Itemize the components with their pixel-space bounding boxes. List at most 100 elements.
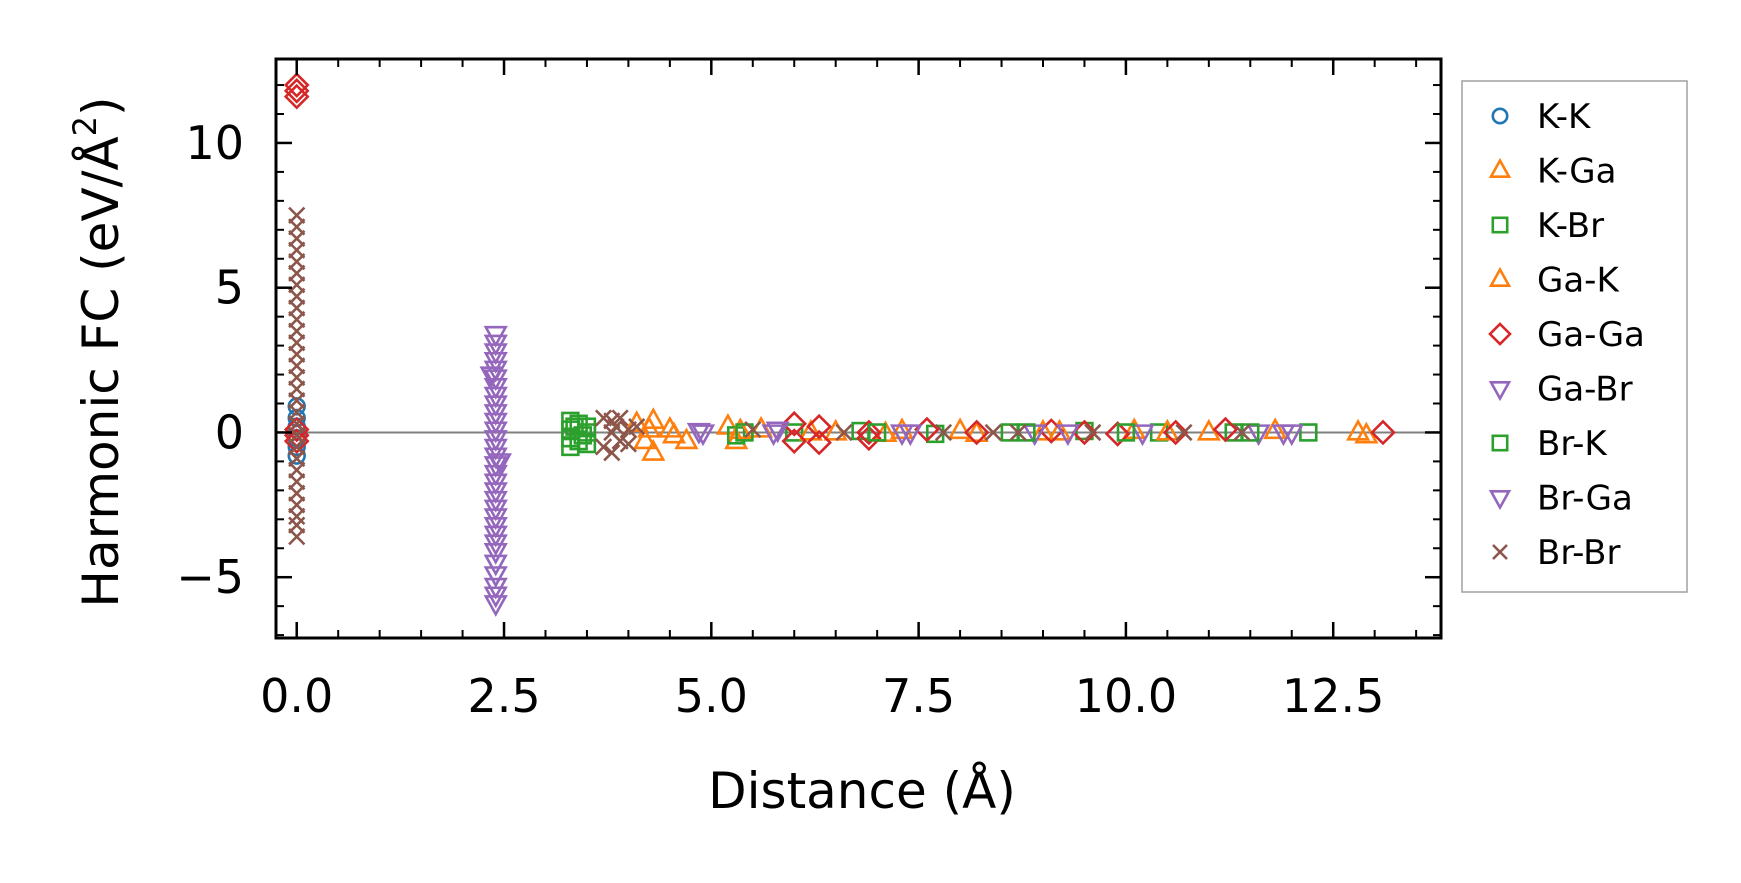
- data-point: [686, 422, 711, 445]
- data-point: [483, 543, 508, 565]
- data-point: [1116, 423, 1136, 442]
- series-ga-br: [483, 325, 1304, 617]
- data-point: [806, 413, 832, 440]
- series-ga-ga: [283, 72, 1396, 456]
- data-point: [619, 435, 638, 453]
- data-point: [947, 417, 973, 440]
- data-point: [632, 427, 658, 450]
- y-tick-label: 5: [215, 261, 244, 315]
- data-point: [856, 425, 882, 452]
- data-point: [1047, 418, 1072, 441]
- data-point: [785, 423, 804, 442]
- data-point: [628, 418, 646, 436]
- x-tick-label: 0.0: [260, 669, 333, 723]
- series-br-br: [288, 206, 1251, 546]
- legend: K-K K-Ga K-Br Ga-K Ga-Ga Ga-Br Br-K Br-Ga Br-Br: [1461, 80, 1688, 593]
- data-point: [611, 409, 629, 427]
- x-tick-label: 5.0: [675, 669, 748, 723]
- y-tick-label: 0: [215, 405, 244, 459]
- data-point: [661, 421, 687, 444]
- data-point: [1271, 424, 1296, 447]
- data-point: [1162, 419, 1189, 446]
- data-point: [1370, 419, 1396, 446]
- legend-entry-ga-ga: Ga-Ga: [1488, 315, 1645, 355]
- data-point: [603, 444, 621, 462]
- legend-marker: [1488, 157, 1512, 178]
- legend-entry-k-k: K-K: [1491, 97, 1592, 137]
- data-point: [283, 428, 310, 454]
- legend-entry-br-k: Br-K: [1491, 424, 1608, 464]
- data-point: [781, 410, 808, 437]
- plot-frame: [274, 57, 1443, 640]
- data-point: [1030, 418, 1056, 441]
- data-point: [1175, 423, 1193, 442]
- x-tick-label: 12.5: [1282, 669, 1384, 723]
- legend-marker: [1491, 107, 1509, 125]
- data-point: [761, 424, 786, 447]
- data-point: [641, 439, 666, 461]
- data-point: [934, 423, 953, 442]
- legend-entry-br-br: Br-Br: [1492, 533, 1621, 573]
- legend-entry-ga-k: Ga-K: [1488, 261, 1620, 301]
- data-point: [984, 423, 1002, 442]
- legend-label: Br-Ga: [1537, 479, 1633, 519]
- data-point: [288, 507, 306, 526]
- y-tick-label: 10: [185, 116, 244, 170]
- legend-label: Ga-K: [1537, 261, 1620, 301]
- data-point: [637, 415, 662, 438]
- data-point: [806, 429, 832, 456]
- data-point: [835, 423, 853, 442]
- data-point: [594, 438, 613, 456]
- data-point: [283, 416, 310, 443]
- legend-label: K-Ga: [1537, 152, 1616, 192]
- x-axis-label: Distance (Å): [708, 762, 1016, 820]
- legend-label: Br-Br: [1537, 533, 1621, 573]
- legend-marker: [1488, 380, 1512, 402]
- y-tick-label: −5: [176, 550, 244, 604]
- data-point: [963, 419, 990, 446]
- data-point: [690, 424, 716, 447]
- data-point: [964, 420, 989, 443]
- data-point: [867, 423, 887, 442]
- data-point: [1233, 423, 1251, 442]
- x-tick-label: 10.0: [1075, 669, 1177, 723]
- data-point: [283, 83, 310, 110]
- legend-marker: [1488, 489, 1512, 511]
- data-point: [1084, 423, 1102, 442]
- legend-label: Br-K: [1537, 424, 1608, 464]
- data-point: [288, 528, 306, 546]
- legend-label: Ga-Ga: [1537, 315, 1645, 355]
- data-point: [479, 366, 504, 389]
- y-axis-label: Harmonic FC (eV/Å2): [66, 96, 130, 607]
- data-point: [283, 72, 310, 98]
- legend-label: Ga-Br: [1537, 370, 1633, 410]
- data-point: [735, 423, 754, 442]
- data-point: [1299, 423, 1318, 442]
- data-point: [573, 426, 593, 445]
- data-point: [483, 566, 508, 588]
- legend-entry-k-br: K-Br: [1491, 206, 1604, 246]
- data-point: [765, 421, 790, 444]
- data-point: [744, 420, 762, 439]
- legend-marker: [1491, 216, 1509, 234]
- legend-label: K-K: [1537, 97, 1592, 137]
- legend-entry-ga-br: Ga-Br: [1488, 370, 1633, 410]
- data-point: [898, 424, 923, 447]
- x-tick-label: 7.5: [882, 669, 955, 723]
- data-point: [781, 428, 808, 454]
- series-br-ga: [479, 366, 1296, 476]
- legend-marker: [1492, 544, 1508, 560]
- data-point: [1055, 424, 1080, 447]
- data-point: [1104, 421, 1131, 447]
- data-point: [856, 419, 882, 446]
- legend-entry-k-ga: K-Ga: [1488, 152, 1616, 192]
- data-point: [1263, 417, 1288, 440]
- data-point: [577, 423, 597, 442]
- data-point: [1212, 416, 1239, 443]
- data-point: [1009, 423, 1027, 442]
- legend-label: K-Br: [1537, 206, 1604, 246]
- data-point: [283, 78, 310, 104]
- legend-marker: [1488, 266, 1512, 288]
- legend-marker: [1488, 322, 1512, 346]
